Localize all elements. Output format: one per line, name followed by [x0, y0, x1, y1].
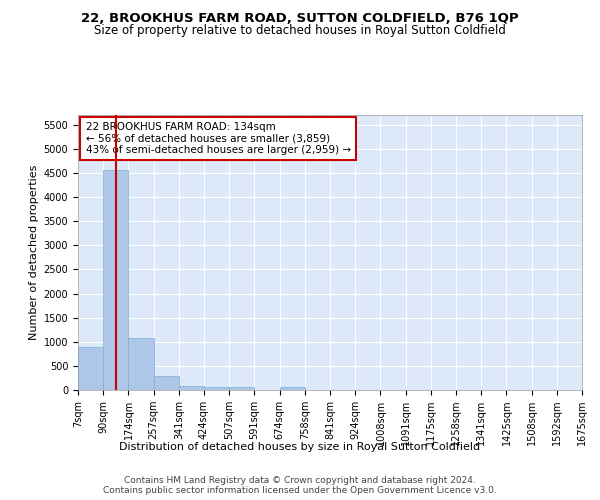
Text: Contains HM Land Registry data © Crown copyright and database right 2024.: Contains HM Land Registry data © Crown c… [124, 476, 476, 485]
Y-axis label: Number of detached properties: Number of detached properties [29, 165, 40, 340]
Bar [179, 386, 204, 390]
Bar [78, 346, 103, 390]
Text: Size of property relative to detached houses in Royal Sutton Coldfield: Size of property relative to detached ho… [94, 24, 506, 37]
Text: 22, BROOKHUS FARM ROAD, SUTTON COLDFIELD, B76 1QP: 22, BROOKHUS FARM ROAD, SUTTON COLDFIELD… [81, 12, 519, 26]
Text: 22 BROOKHUS FARM ROAD: 134sqm
← 56% of detached houses are smaller (3,859)
43% o: 22 BROOKHUS FARM ROAD: 134sqm ← 56% of d… [86, 122, 350, 155]
Bar [204, 387, 229, 390]
Bar [103, 170, 128, 390]
Bar [280, 387, 305, 390]
Text: Contains public sector information licensed under the Open Government Licence v3: Contains public sector information licen… [103, 486, 497, 495]
Bar [154, 376, 179, 390]
Text: Distribution of detached houses by size in Royal Sutton Coldfield: Distribution of detached houses by size … [119, 442, 481, 452]
Bar [229, 387, 254, 390]
Bar [128, 338, 154, 390]
